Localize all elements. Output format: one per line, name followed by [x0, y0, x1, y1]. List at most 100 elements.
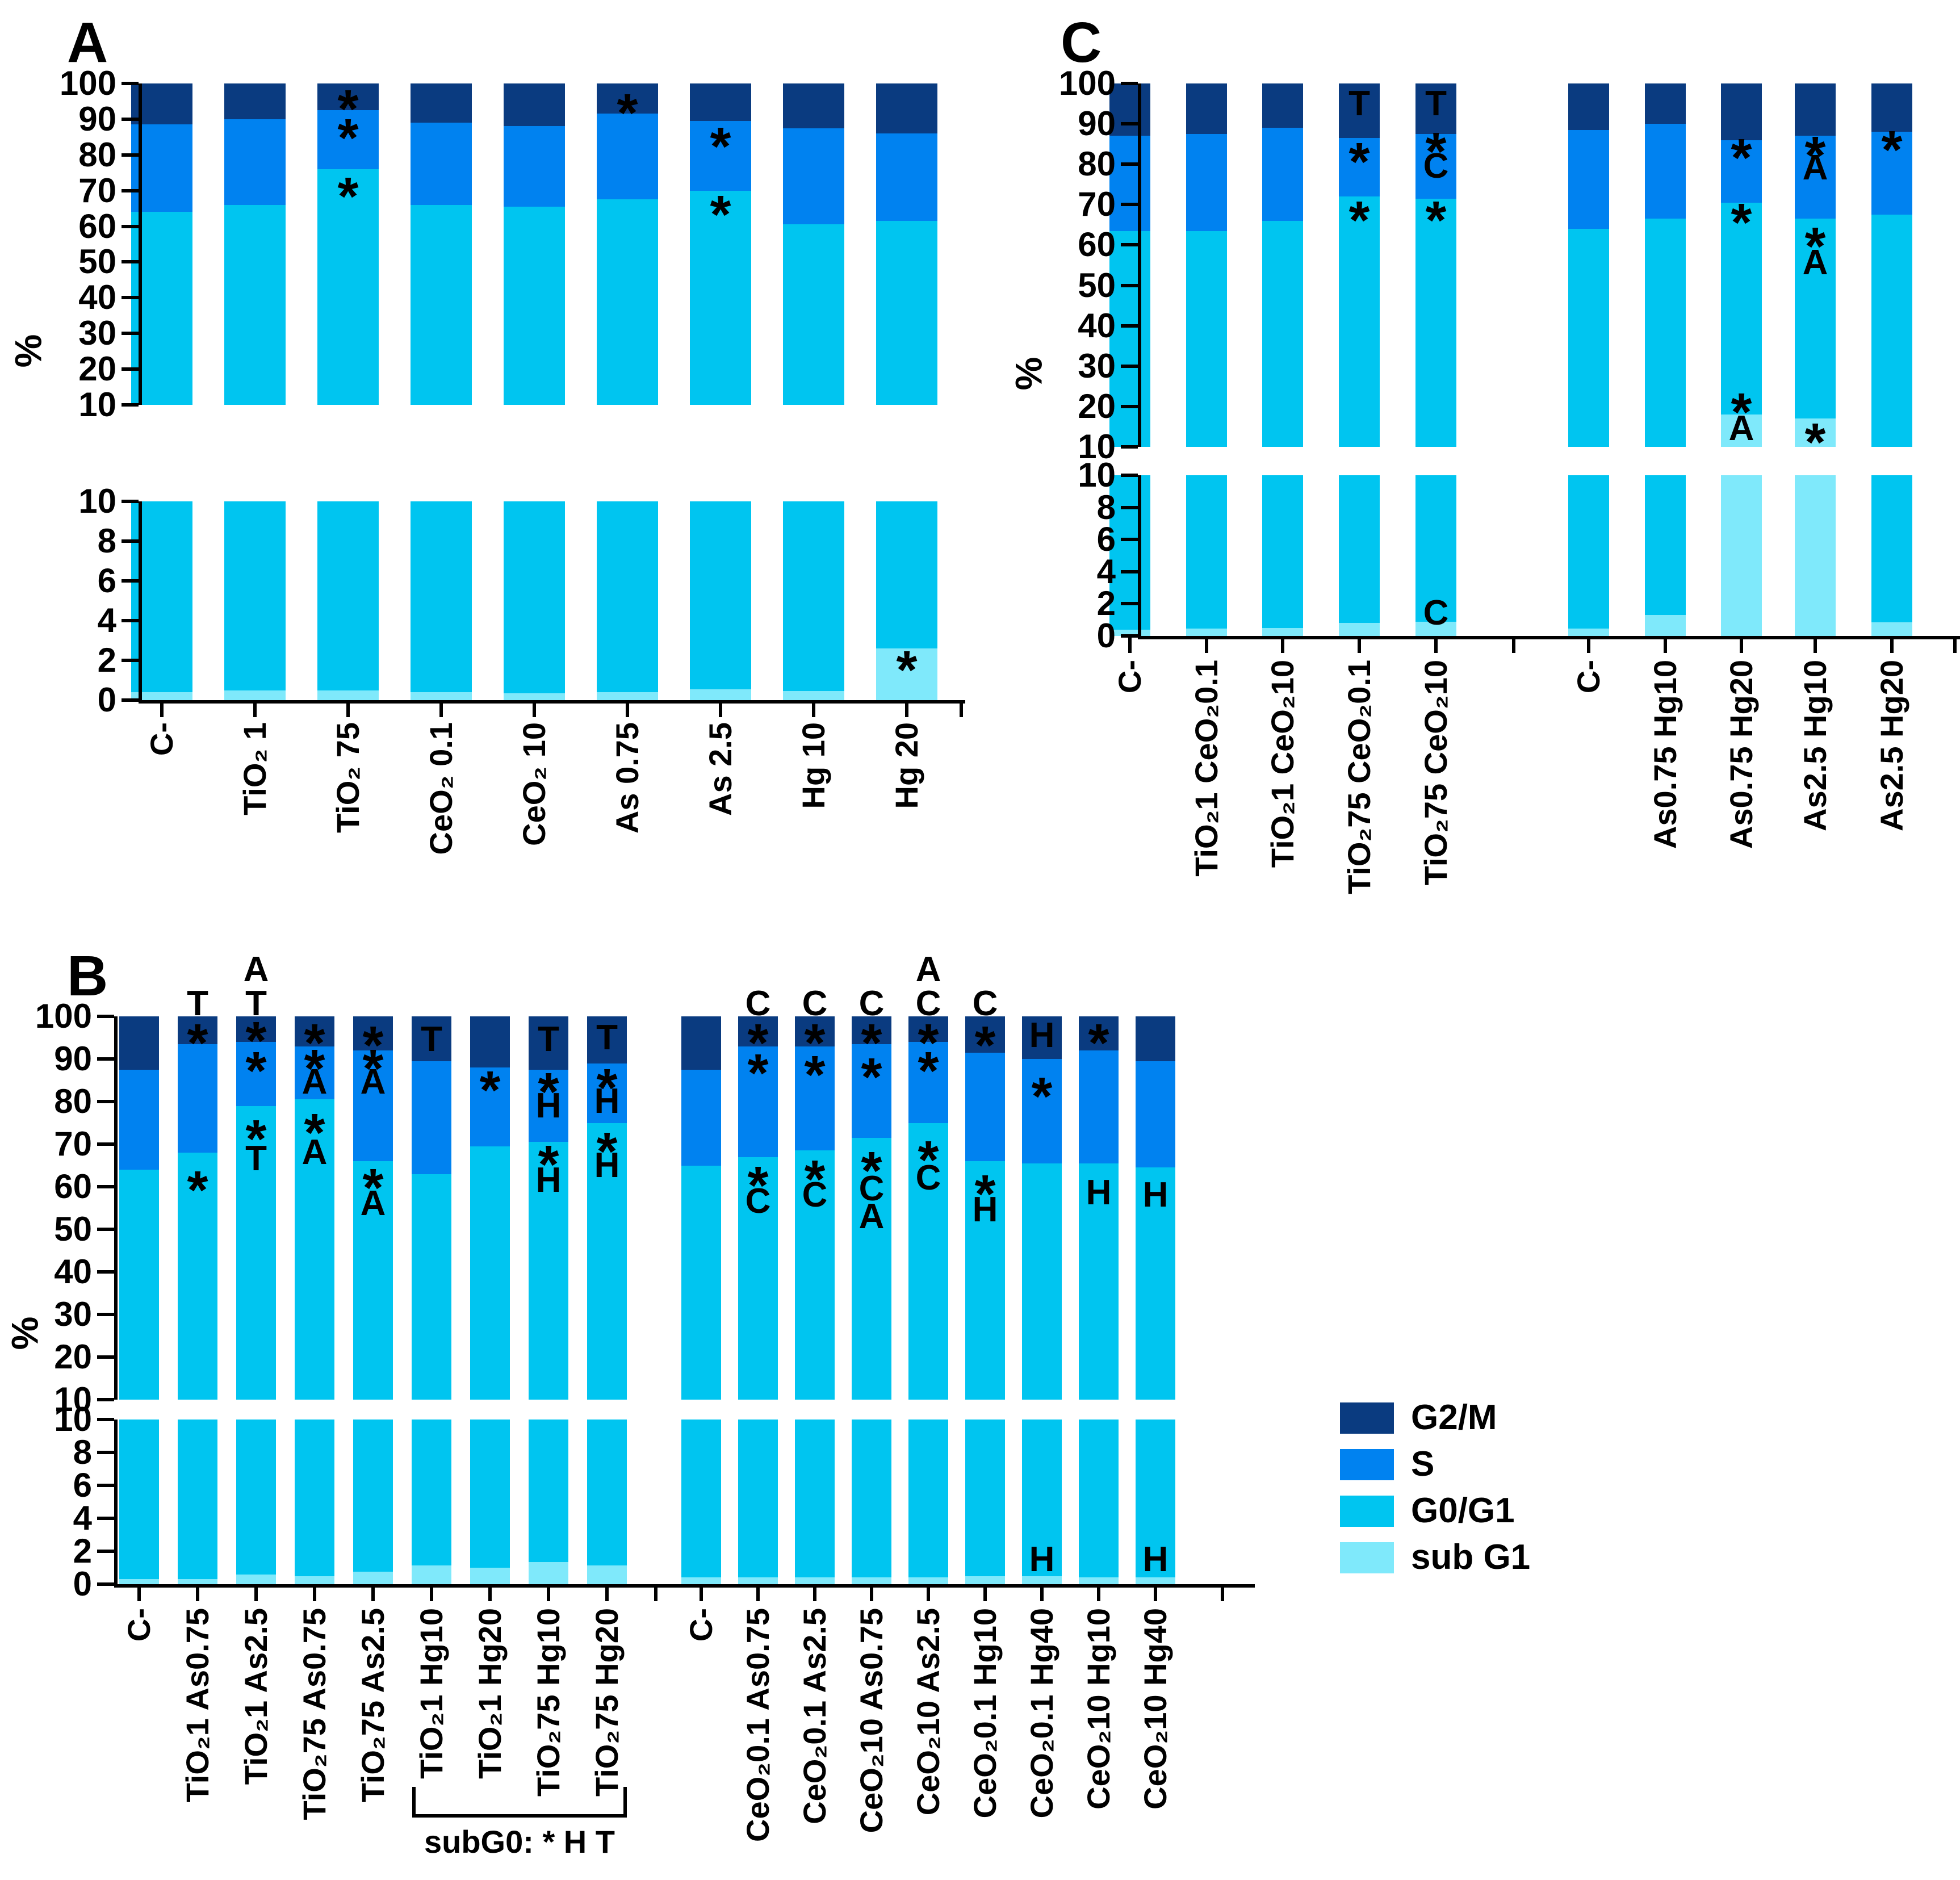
bar-segment-g2m [224, 83, 286, 119]
bar-segment-g0g1-lower [1136, 1420, 1175, 1578]
annotation-asterisk: * [245, 1011, 267, 1071]
bar-segment-subg1-lower [783, 691, 844, 700]
y-axis-title: % [3, 1316, 46, 1350]
y-tick-label: 10 [78, 482, 116, 520]
bar-segment-g0g1-lower [178, 1420, 217, 1580]
subg0-bracket-cap [412, 1787, 416, 1814]
x-tick [488, 1584, 492, 1601]
x-tick-extra [1953, 636, 1957, 653]
y-tick [1121, 602, 1138, 606]
y-tick-label: 8 [73, 1433, 92, 1471]
annotation-asterisk: * [861, 1047, 882, 1107]
y-tick [1121, 474, 1138, 477]
x-tick [313, 1584, 316, 1601]
bar-label: C- [1570, 660, 1606, 695]
bar-segment-g0g1-lower [317, 501, 379, 690]
bar-segment-subg1-lower [529, 1561, 568, 1584]
y-tick-label: 0 [1096, 617, 1116, 655]
annotation-asterisk: * [596, 1057, 618, 1118]
y-tick-label: 80 [1078, 145, 1116, 183]
annotation-letter-C: C [915, 983, 941, 1023]
bar-label: As2.5 Hg20 [1874, 660, 1960, 831]
bar-segment-g2m [119, 1016, 159, 1070]
bar-segment-g0g1-lower [1079, 1420, 1119, 1578]
bar-label-text: As0.75 Hg10 [1647, 660, 1683, 849]
bar-segment-g2m [1568, 83, 1609, 130]
y-tick [97, 1057, 114, 1061]
bar-label-text: As0.75 Hg20 [1723, 660, 1759, 849]
bar-segment-g0g1 [353, 1161, 393, 1400]
bar-segment-subg1-lower [1568, 629, 1609, 636]
bar-segment-s [1022, 1059, 1062, 1163]
bar-segment-s [587, 1063, 627, 1123]
annotation-asterisk: * [918, 1013, 939, 1073]
bar-segment-s [908, 1042, 948, 1123]
bar-segment-g2m [795, 1016, 835, 1046]
bar-label: Hg 10 [795, 722, 883, 809]
y-tick [1121, 570, 1138, 573]
bar-segment-s [504, 126, 565, 207]
bar-segment-g2m [738, 1016, 778, 1046]
bar-segment-s [1339, 138, 1380, 197]
bar-segment-s [1795, 136, 1836, 219]
bar-segment-g2m [690, 83, 751, 122]
bar-segment-g0g1 [1568, 229, 1609, 447]
bar-segment-subg1-lower [1022, 1576, 1062, 1584]
annotation-asterisk: * [710, 116, 731, 177]
annotation-letter-H: H [594, 1145, 620, 1185]
annotation-asterisk: * [1804, 412, 1826, 473]
bar-segment-g2m [1645, 83, 1686, 124]
y-tick [97, 1228, 114, 1231]
bar-segment-subg1-lower [504, 693, 565, 700]
bar-segment-subg1-lower [738, 1577, 778, 1584]
bar-label: As 2.5 [702, 722, 797, 816]
annotation-asterisk: * [918, 1130, 939, 1191]
annotation-asterisk: * [1804, 216, 1826, 277]
y-tick-label: 4 [1096, 552, 1116, 591]
bar-segment-s [1186, 133, 1227, 231]
bar-segment-g0g1 [1339, 196, 1380, 447]
annotation-asterisk: * [304, 1013, 325, 1073]
bar-label-text: TiO₂ 75 [330, 722, 366, 834]
annotation-letter-H: H [1029, 1539, 1055, 1579]
annotation-asterisk: * [1425, 190, 1447, 250]
bar-segment-subg1-lower [1871, 622, 1912, 636]
legend-swatch-g2m [1340, 1402, 1394, 1434]
x-tick [756, 1584, 760, 1601]
bar-label-text: TiO₂75 CeO₂0.1 [1341, 660, 1377, 894]
annotation-letter-H: H [594, 1082, 620, 1121]
x-tick [1890, 636, 1894, 653]
bar-segment-g0g1 [1645, 219, 1686, 447]
annotation-asterisk: * [747, 1155, 769, 1216]
y-tick-label: 90 [54, 1040, 92, 1078]
annotation-asterisk: * [304, 1102, 325, 1163]
annotation-asterisk: * [362, 1015, 384, 1075]
bar-label-text: C- [121, 1608, 157, 1642]
annotation-asterisk: * [1731, 382, 1752, 442]
annotation-asterisk: * [974, 1164, 996, 1225]
bar-segment-g0g1-lower [1339, 475, 1380, 623]
x-tick-extra [960, 700, 963, 717]
x-tick [137, 1584, 141, 1601]
y-tick [122, 500, 139, 503]
annotation-letter-C: C [858, 983, 885, 1023]
x-tick [1740, 636, 1743, 653]
y-tick [1121, 445, 1138, 449]
x-tick [253, 700, 257, 717]
y-tick-label: 0 [73, 1565, 92, 1603]
y-axis-bottom [139, 501, 142, 700]
bar-label-text: CeO₂ 10 [516, 722, 552, 846]
bar-segment-s [411, 123, 472, 205]
annotation-letter-A: A [1728, 409, 1754, 448]
bar-segment-g2m [783, 83, 844, 128]
bar-segment-subg1-lower [1795, 475, 1836, 636]
annotation-asterisk: * [479, 1060, 501, 1120]
bar-segment-g2m [1415, 83, 1456, 134]
x-tick [346, 700, 350, 717]
y-tick-label: 80 [54, 1082, 92, 1120]
bar-segment-g2m [1795, 83, 1836, 136]
bar-label-text: CeO₂10 As0.75 [853, 1608, 889, 1833]
y-tick-label: 10 [54, 1380, 92, 1418]
y-tick-label: 6 [97, 562, 116, 600]
